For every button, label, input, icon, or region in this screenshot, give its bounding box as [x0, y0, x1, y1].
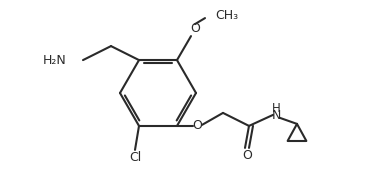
Text: O: O — [242, 149, 252, 162]
Text: H₂N: H₂N — [43, 54, 67, 67]
Text: Cl: Cl — [129, 151, 141, 164]
Text: N: N — [271, 109, 281, 122]
Text: CH₃: CH₃ — [215, 9, 238, 22]
Text: H: H — [272, 102, 280, 115]
Text: O: O — [190, 22, 200, 35]
Text: O: O — [192, 119, 202, 132]
